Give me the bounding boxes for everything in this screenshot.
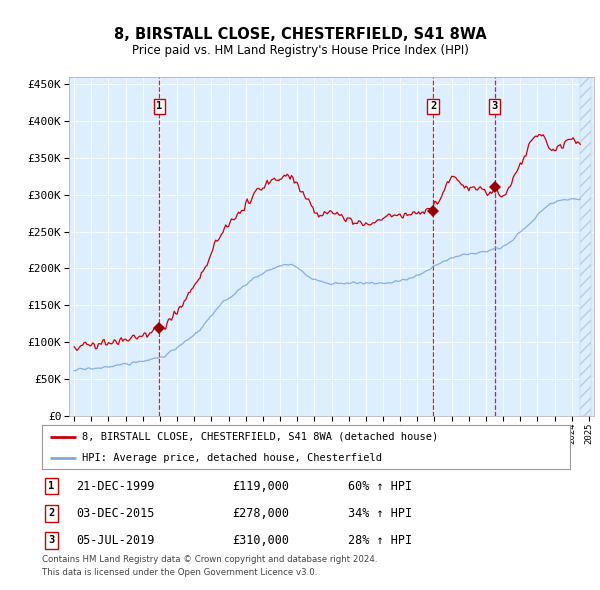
Text: 2: 2 (430, 101, 436, 111)
Text: HPI: Average price, detached house, Chesterfield: HPI: Average price, detached house, Ches… (82, 453, 382, 463)
Text: £119,000: £119,000 (232, 480, 289, 493)
Text: 05-JUL-2019: 05-JUL-2019 (76, 534, 155, 547)
Text: 60% ↑ HPI: 60% ↑ HPI (348, 480, 412, 493)
Text: 3: 3 (49, 536, 55, 546)
Text: 03-DEC-2015: 03-DEC-2015 (76, 507, 155, 520)
Text: £278,000: £278,000 (232, 507, 289, 520)
Text: This data is licensed under the Open Government Licence v3.0.: This data is licensed under the Open Gov… (42, 568, 317, 576)
Text: 1: 1 (49, 481, 55, 491)
Text: 28% ↑ HPI: 28% ↑ HPI (348, 534, 412, 547)
Bar (580, 77, 590, 416)
Text: 34% ↑ HPI: 34% ↑ HPI (348, 507, 412, 520)
Text: 3: 3 (491, 101, 498, 111)
Text: 8, BIRSTALL CLOSE, CHESTERFIELD, S41 8WA: 8, BIRSTALL CLOSE, CHESTERFIELD, S41 8WA (113, 27, 487, 41)
Text: 21-DEC-1999: 21-DEC-1999 (76, 480, 155, 493)
Text: 1: 1 (156, 101, 163, 111)
Text: Price paid vs. HM Land Registry's House Price Index (HPI): Price paid vs. HM Land Registry's House … (131, 44, 469, 57)
Text: £310,000: £310,000 (232, 534, 289, 547)
Text: Contains HM Land Registry data © Crown copyright and database right 2024.: Contains HM Land Registry data © Crown c… (42, 555, 377, 563)
Text: 8, BIRSTALL CLOSE, CHESTERFIELD, S41 8WA (detached house): 8, BIRSTALL CLOSE, CHESTERFIELD, S41 8WA… (82, 432, 438, 442)
Text: 2: 2 (49, 509, 55, 519)
